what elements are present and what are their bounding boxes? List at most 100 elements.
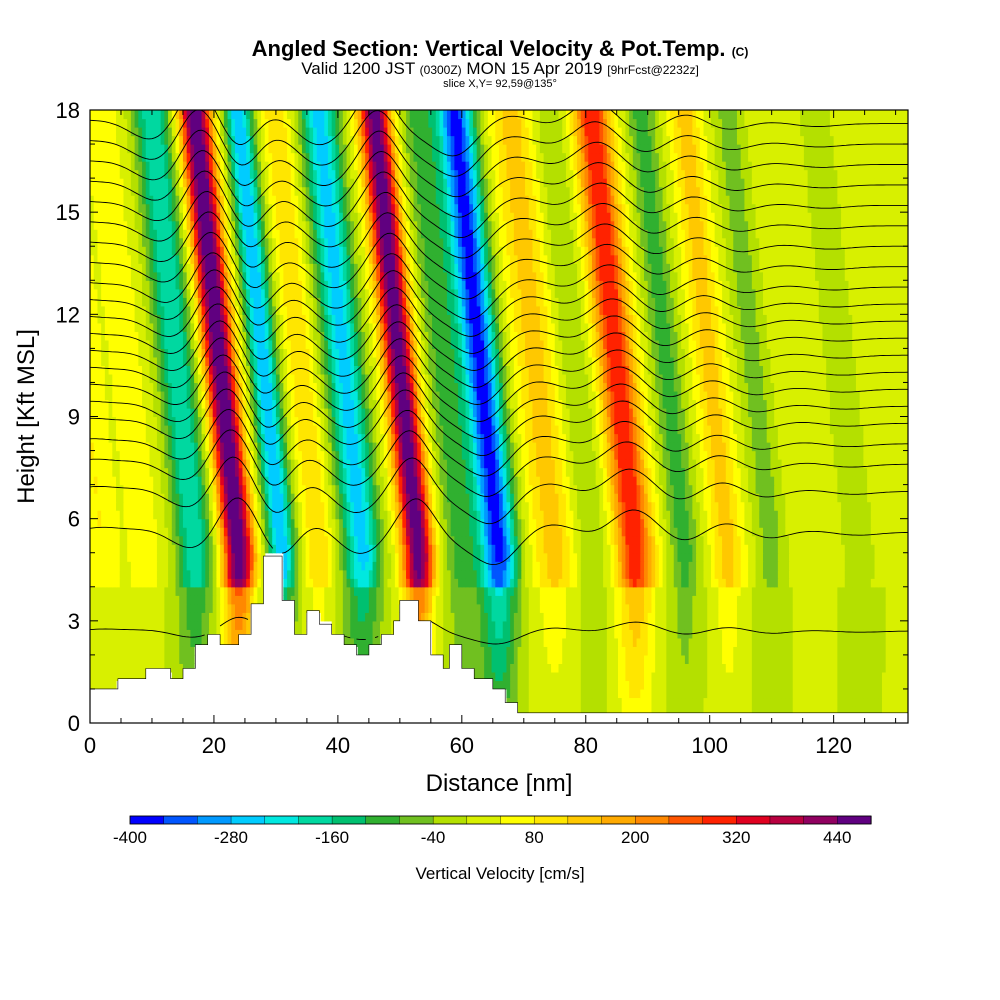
velocity-cell [755, 535, 760, 545]
velocity-cell [833, 680, 838, 690]
velocity-cell [785, 671, 790, 682]
velocity-cell [714, 544, 719, 554]
velocity-cell [420, 510, 426, 520]
velocity-cell [242, 612, 247, 622]
velocity-cell [617, 620, 623, 630]
velocity-cell [748, 595, 753, 605]
velocity-cell [733, 663, 738, 673]
velocity-cell [119, 569, 125, 579]
velocity-cell [632, 518, 638, 528]
velocity-cell [603, 569, 608, 579]
velocity-cell [171, 493, 177, 503]
velocity-cell [610, 697, 615, 707]
velocity-cell [435, 612, 441, 622]
slice-info: slice X,Y= 92,59@135° [443, 78, 557, 90]
velocity-cell [543, 518, 548, 528]
velocity-cell [580, 688, 586, 699]
velocity-cell [287, 510, 292, 520]
velocity-cell [837, 663, 842, 673]
velocity-cell [863, 705, 868, 716]
velocity-cell [811, 620, 816, 630]
velocity-cell [130, 527, 136, 537]
velocity-cell [759, 620, 764, 630]
velocity-cell [870, 603, 876, 613]
velocity-cell [844, 527, 850, 537]
velocity-cell [733, 527, 738, 537]
velocity-cell [629, 493, 634, 503]
velocity-cell [246, 518, 251, 528]
velocity-cell [164, 612, 169, 622]
velocity-cell [476, 518, 482, 528]
velocity-cell [796, 569, 801, 579]
velocity-cell [558, 595, 563, 605]
velocity-cell [789, 586, 794, 596]
velocity-cell [554, 501, 560, 511]
velocity-cell [539, 527, 545, 537]
velocity-cell [755, 561, 760, 571]
velocity-cell [896, 663, 902, 673]
velocity-cell [506, 535, 511, 545]
velocity-cell [580, 680, 586, 690]
velocity-cell [409, 518, 415, 528]
velocity-cell [261, 510, 266, 520]
velocity-cell [617, 501, 623, 511]
velocity-cell [762, 671, 768, 682]
velocity-cell [551, 535, 556, 545]
velocity-cell [785, 629, 790, 639]
velocity-cell [688, 612, 693, 622]
velocity-cell [710, 561, 716, 571]
velocity-cell [577, 646, 582, 656]
velocity-cell [684, 663, 690, 673]
velocity-cell [766, 510, 772, 520]
velocity-cell [502, 527, 508, 537]
velocity-cell [231, 595, 236, 605]
velocity-cell [472, 561, 478, 571]
velocity-cell [97, 561, 102, 571]
velocity-cell [428, 484, 433, 494]
velocity-cell [629, 561, 634, 571]
velocity-cell [97, 484, 102, 494]
velocity-cell [116, 544, 121, 554]
velocity-cell [744, 603, 749, 613]
velocity-cell [432, 544, 437, 554]
velocity-cell [662, 705, 667, 716]
velocity-cell [718, 697, 723, 707]
velocity-cell [208, 518, 214, 528]
velocity-cell [484, 671, 489, 682]
velocity-cell [863, 663, 868, 673]
velocity-cell [394, 518, 400, 528]
velocity-cell [822, 518, 827, 528]
valid-time: Valid 1200 JST (0300Z) MON 15 Apr 2019 [… [0, 59, 1000, 79]
velocity-cell [502, 620, 508, 630]
velocity-cell [398, 569, 403, 579]
velocity-cell [748, 569, 753, 579]
velocity-cell [651, 561, 656, 571]
velocity-cell [606, 569, 612, 579]
velocity-cell [625, 705, 630, 716]
velocity-cell [398, 484, 403, 494]
velocity-cell [844, 569, 850, 579]
velocity-cell [283, 561, 288, 571]
velocity-cell [212, 510, 218, 520]
velocity-cell [499, 612, 504, 622]
velocity-cell [97, 552, 102, 562]
velocity-cell [104, 671, 110, 682]
velocity-cell [755, 663, 760, 673]
velocity-cell [383, 501, 389, 511]
velocity-cell [387, 544, 392, 554]
velocity-cell [327, 484, 333, 494]
velocity-cell [525, 569, 530, 579]
velocity-cell [599, 510, 604, 520]
velocity-cell [320, 552, 325, 562]
velocity-cell [591, 569, 597, 579]
velocity-cell [722, 680, 727, 690]
velocity-cell [577, 527, 582, 537]
velocity-cell [803, 544, 809, 554]
velocity-cell [220, 493, 225, 503]
velocity-cell [316, 544, 322, 554]
velocity-cell [499, 518, 504, 528]
velocity-cell [454, 603, 459, 613]
velocity-cell [119, 603, 125, 613]
velocity-cell [130, 552, 136, 562]
velocity-cell [491, 527, 496, 537]
